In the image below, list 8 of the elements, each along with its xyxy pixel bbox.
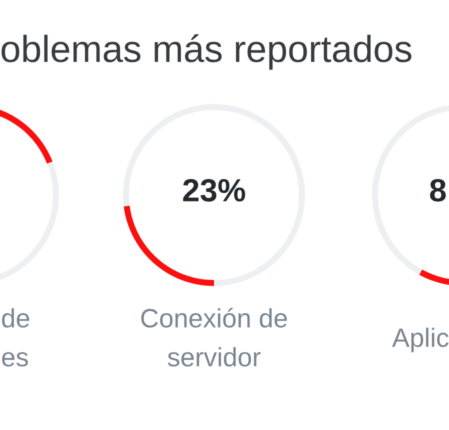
text: 23% <box>183 178 246 202</box>
text: Aplic <box>392 328 448 352</box>
text: de es <box>2 308 30 367</box>
text: 8 <box>430 178 446 202</box>
chart-title: oblemas más reportados <box>2 34 412 70</box>
donut-slice <box>123 104 305 286</box>
text: Conexión de servidor <box>141 308 287 367</box>
donut-slice <box>124 206 214 286</box>
